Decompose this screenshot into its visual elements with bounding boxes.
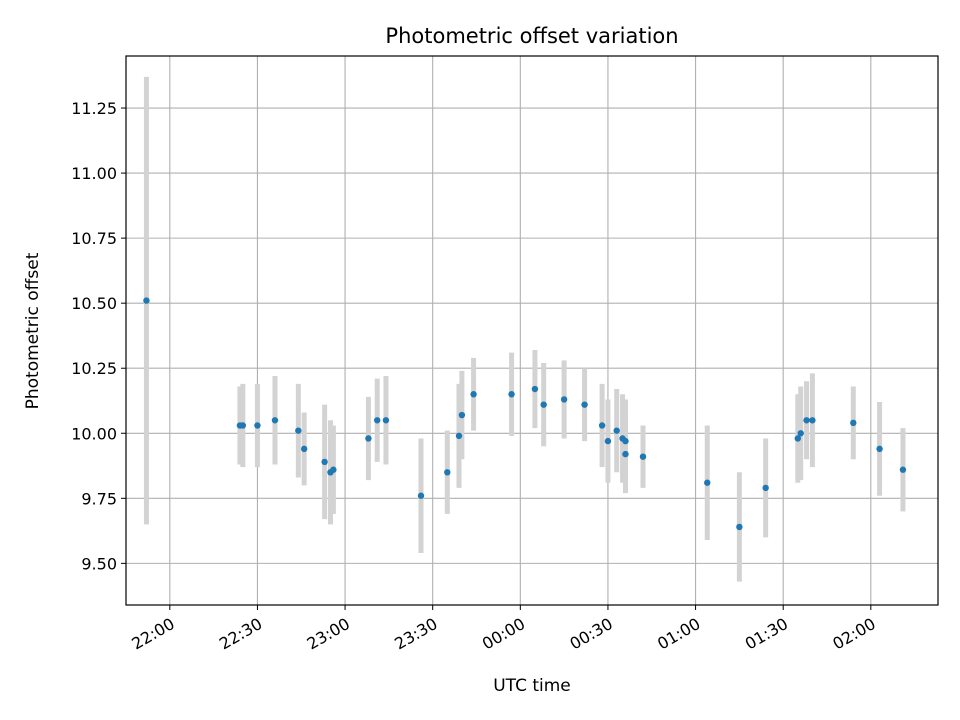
y-tick-label: 11.00 xyxy=(71,164,117,183)
data-point xyxy=(508,391,515,398)
data-point xyxy=(295,427,302,434)
plot-frame xyxy=(125,55,939,606)
data-point xyxy=(794,435,801,442)
data-point xyxy=(444,469,451,476)
data-point xyxy=(531,385,539,393)
chart-title: Photometric offset variation xyxy=(385,24,678,48)
data-point xyxy=(373,417,381,424)
y-tick-label: 10.75 xyxy=(71,229,117,248)
data-point xyxy=(876,445,883,453)
data-point xyxy=(365,435,372,442)
data-point xyxy=(143,297,150,304)
data-point xyxy=(239,422,247,429)
data-point xyxy=(417,492,425,499)
data-point xyxy=(271,417,279,424)
data-point xyxy=(622,437,629,445)
data-point xyxy=(382,417,390,424)
y-axis-label: Photometric offset xyxy=(23,252,43,409)
y-tick-label: 10.50 xyxy=(71,294,117,313)
data-point xyxy=(330,466,337,473)
data-point xyxy=(560,396,568,403)
data-point xyxy=(604,437,612,445)
data-point xyxy=(803,417,810,424)
data-point xyxy=(540,401,547,408)
y-axis-ticks: 9.50 9.75 10.00 10.25 10.50 10.75 11.00 11.25 xyxy=(71,99,126,573)
data-point xyxy=(704,479,711,486)
data-point xyxy=(300,445,308,453)
data-point xyxy=(321,458,328,466)
data-point xyxy=(797,430,804,437)
y-tick-label: 11.25 xyxy=(71,99,117,118)
grid xyxy=(126,56,938,605)
y-tick-label: 10.00 xyxy=(71,424,117,443)
data-point xyxy=(581,401,588,408)
data-point xyxy=(639,453,647,460)
y-tick-label: 9.50 xyxy=(81,554,117,573)
data-point xyxy=(899,466,907,473)
data-point xyxy=(736,523,743,531)
data-point xyxy=(470,391,477,398)
y-tick-label: 10.25 xyxy=(71,359,117,378)
data-point xyxy=(622,450,629,458)
y-tick-label: 9.75 xyxy=(81,489,117,508)
data-points xyxy=(143,297,907,531)
data-point xyxy=(809,417,816,424)
data-point xyxy=(850,419,857,427)
data-point xyxy=(598,422,606,429)
data-point xyxy=(254,422,261,429)
x-axis-label: UTC time xyxy=(493,676,571,696)
data-point xyxy=(458,411,466,419)
data-point xyxy=(762,484,769,492)
data-point xyxy=(455,432,463,440)
data-point xyxy=(613,427,620,434)
